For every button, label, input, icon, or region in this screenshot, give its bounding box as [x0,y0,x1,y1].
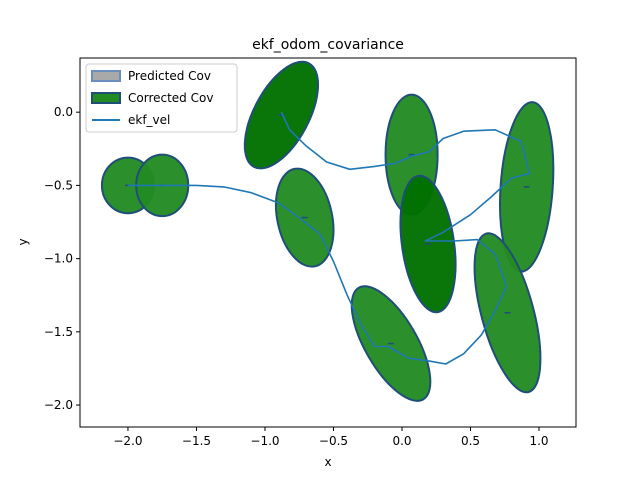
plot-area [100,60,555,402]
x-axis-label: x [324,455,331,469]
legend: Predicted Cov Corrected Cov ekf_vel [85,63,238,133]
x-axis-ticks: −2.0 −1.5 −1.0 −0.5 0.0 0.5 1.0 [113,427,549,448]
y-axis-label: y [16,238,30,245]
y-tick-label-2: −1.0 [44,252,73,266]
y-axis-ticks: 0.0 −0.5 −1.0 −1.5 −2.0 [44,105,80,412]
x-tick-label-4: 0.0 [392,434,411,448]
legend-label-2: ekf_vel [128,113,170,127]
y-tick-label-0: 0.0 [54,105,73,119]
chart-title: ekf_odom_covariance [252,37,404,53]
legend-swatch-0 [91,70,121,82]
y-tick-label-3: −1.5 [44,325,73,339]
legend-box [85,63,238,133]
ekf-vel-series [128,111,531,365]
covariance-ellipses [100,60,555,402]
x-tick-label-1: −1.5 [182,434,211,448]
x-tick-label-2: −1.0 [250,434,279,448]
legend-swatch-1 [91,92,121,104]
y-tick-label-4: −2.0 [44,398,73,412]
y-tick-label-1: −0.5 [44,178,73,192]
axes-frame [79,57,577,428]
x-tick-label-5: 0.5 [461,434,480,448]
ekf-vel-line [128,111,531,365]
x-tick-label-0: −2.0 [113,434,142,448]
legend-label-0: Predicted Cov [128,69,211,83]
x-tick-label-3: −0.5 [319,434,348,448]
x-tick-label-6: 1.0 [529,434,548,448]
legend-label-1: Corrected Cov [128,91,213,105]
